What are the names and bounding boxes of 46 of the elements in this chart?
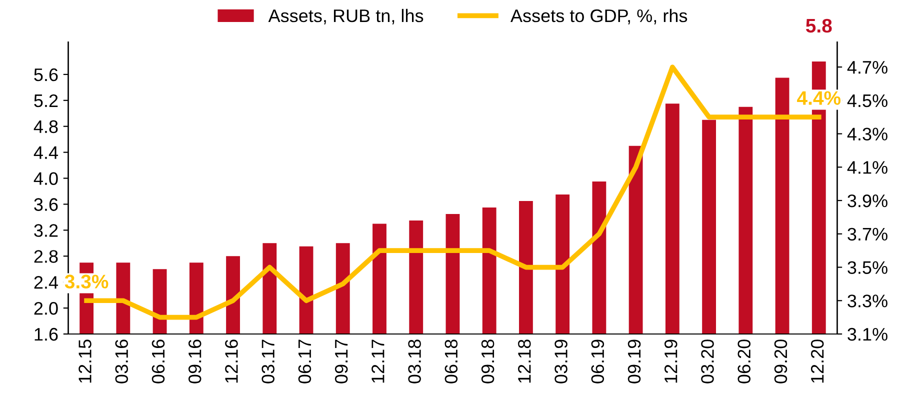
y2-tick-label: 3.1% [848, 328, 888, 341]
y2-tick-label: 3.7% [848, 228, 888, 241]
y2-tick-label: 3.3% [848, 294, 888, 308]
x-tick-label: 12.18 [518, 340, 531, 383]
y-tick-label: 3.6 [34, 198, 58, 211]
x-tick-label: 12.19 [664, 340, 678, 383]
x-tick-label: 12.16 [225, 340, 238, 383]
x-tick-label: 03.19 [554, 340, 568, 384]
y-tick-label: 4.8 [34, 120, 58, 134]
y-tick-label: 4.4 [34, 146, 58, 159]
y2-tick-label: 4.5% [847, 94, 888, 108]
x-tick-label: 09.19 [628, 340, 641, 384]
y2-tick-label: 3.5% [848, 261, 888, 274]
x-tick-label: 06.17 [298, 340, 312, 384]
x-tick-label: 12.17 [372, 340, 384, 383]
data-label: 5.8 [806, 18, 832, 33]
x-tick-label: 09.20 [774, 340, 788, 384]
y2-tick-label: 4.1% [847, 161, 888, 174]
x-tick-label: 03.16 [115, 340, 128, 384]
y-tick-label: 2.0 [34, 302, 58, 315]
x-tick-label: 09.17 [334, 340, 348, 384]
y-tick-label: 5.2 [34, 94, 58, 108]
x-tick-label: 03.18 [408, 340, 421, 384]
y2-tick-label: 4.3% [847, 128, 888, 140]
y-tick-label: 3.2 [34, 224, 58, 237]
data-label: 4.4% [797, 91, 841, 105]
y2-tick-label: 3.9% [848, 194, 888, 208]
x-tick-label: 03.20 [701, 340, 714, 384]
x-tick-label: 12.20 [810, 340, 824, 383]
x-tick-label: 03.17 [262, 340, 274, 384]
x-tick-label: 06.20 [738, 340, 751, 384]
legend-label: Assets to GDP, %, rhs [510, 8, 688, 24]
y-tick-label: 2.8 [34, 250, 58, 263]
x-tick-label: 06.16 [152, 340, 165, 384]
x-tick-label: 06.18 [444, 340, 458, 384]
y-tick-label: 1.6 [34, 328, 58, 341]
y-tick-label: 2.4 [34, 276, 58, 289]
x-tick-label: 06.19 [591, 340, 604, 384]
legend-label: Assets, RUB tn, lhs [268, 8, 424, 24]
x-tick-label: 09.16 [188, 340, 202, 384]
data-label: 3.3% [64, 274, 108, 288]
y-tick-label: 4.0 [34, 172, 58, 185]
x-tick-label: 09.18 [481, 340, 494, 384]
y-tick-label: 5.6 [34, 68, 58, 82]
x-tick-label: 12.15 [78, 340, 92, 383]
y2-tick-label: 4.7% [847, 61, 888, 74]
